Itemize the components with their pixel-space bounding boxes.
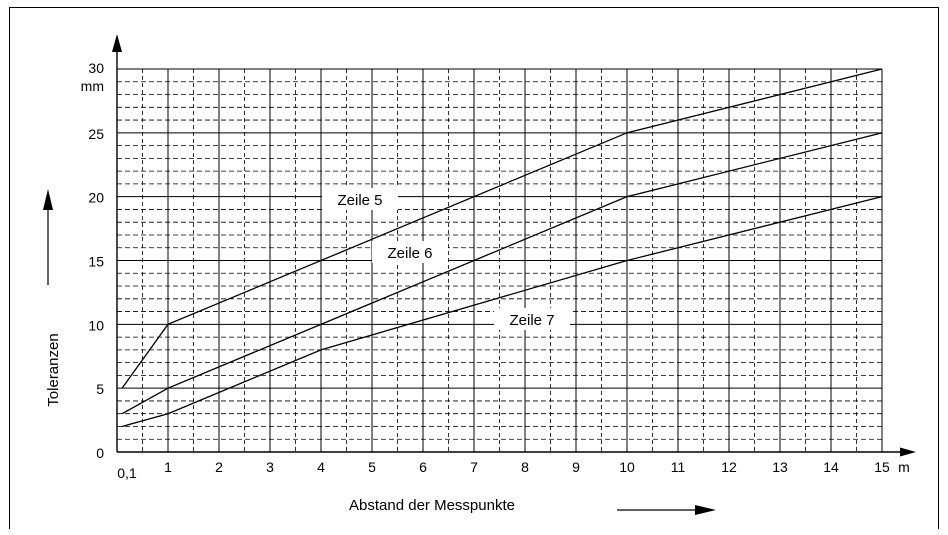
x-tick-label: 5 <box>368 459 376 475</box>
series-line-3 <box>121 196 883 428</box>
x-tick-label: 1 <box>164 459 172 475</box>
series-label-bg <box>322 188 398 210</box>
y-tick-label: 15 <box>88 254 104 270</box>
y-tick-label: 0 <box>96 445 104 461</box>
x-tick-label: 14 <box>823 459 839 475</box>
series-label: Zeile 5 <box>337 192 382 209</box>
y-tick-label: 5 <box>96 381 104 397</box>
series-label: Zeile 6 <box>387 245 432 262</box>
x-tick-label: 3 <box>266 459 274 475</box>
x-axis-title: Abstand der Messpunkte <box>349 497 515 514</box>
series-label: Zeile 7 <box>509 312 554 329</box>
x-tick-label: 9 <box>572 459 580 475</box>
x-tick-label: 4 <box>317 459 325 475</box>
series-label-bg <box>494 308 570 330</box>
y-axis-arrow <box>112 34 122 52</box>
series-line-2 <box>121 132 883 415</box>
x-axis-title-arrowhead <box>695 505 716 515</box>
series-label-bg <box>372 241 448 263</box>
y-axis-title-arrowhead <box>43 189 53 210</box>
series-line-1 <box>121 68 883 389</box>
y-unit-label: mm <box>81 78 104 94</box>
chart-frame <box>9 7 939 529</box>
x-tick-label: 6 <box>419 459 427 475</box>
x-tick-label: 2 <box>215 459 223 475</box>
x-tick-label: 0,1 <box>117 465 137 481</box>
x-axis-arrow <box>900 447 916 457</box>
y-tick-label: 20 <box>88 190 104 206</box>
y-tick-label: 30 <box>88 60 104 76</box>
x-tick-label: 11 <box>671 459 686 475</box>
x-tick-label: 12 <box>721 459 737 475</box>
y-tick-label: 25 <box>88 126 104 142</box>
y-tick-label: 10 <box>88 317 104 333</box>
x-tick-label: 13 <box>772 459 788 475</box>
x-tick-label: 8 <box>521 459 529 475</box>
x-tick-label: 10 <box>619 459 635 475</box>
y-axis-title: Toleranzen <box>45 333 62 406</box>
x-tick-label: 15 <box>874 459 890 475</box>
x-unit-label: m <box>898 459 910 475</box>
x-tick-label: 7 <box>470 459 478 475</box>
